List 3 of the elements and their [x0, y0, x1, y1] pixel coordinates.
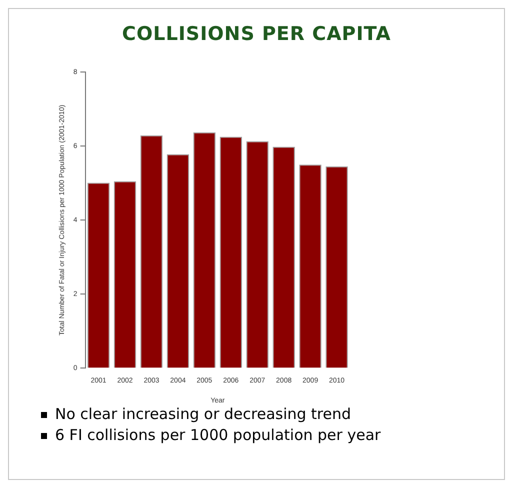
text: No clear increasing or decreasing trend — [55, 404, 352, 425]
text: 6 FI collisions per 1000 population per year — [55, 425, 381, 446]
chart-title: COLLISIONS PER CAPITA — [121, 23, 392, 45]
